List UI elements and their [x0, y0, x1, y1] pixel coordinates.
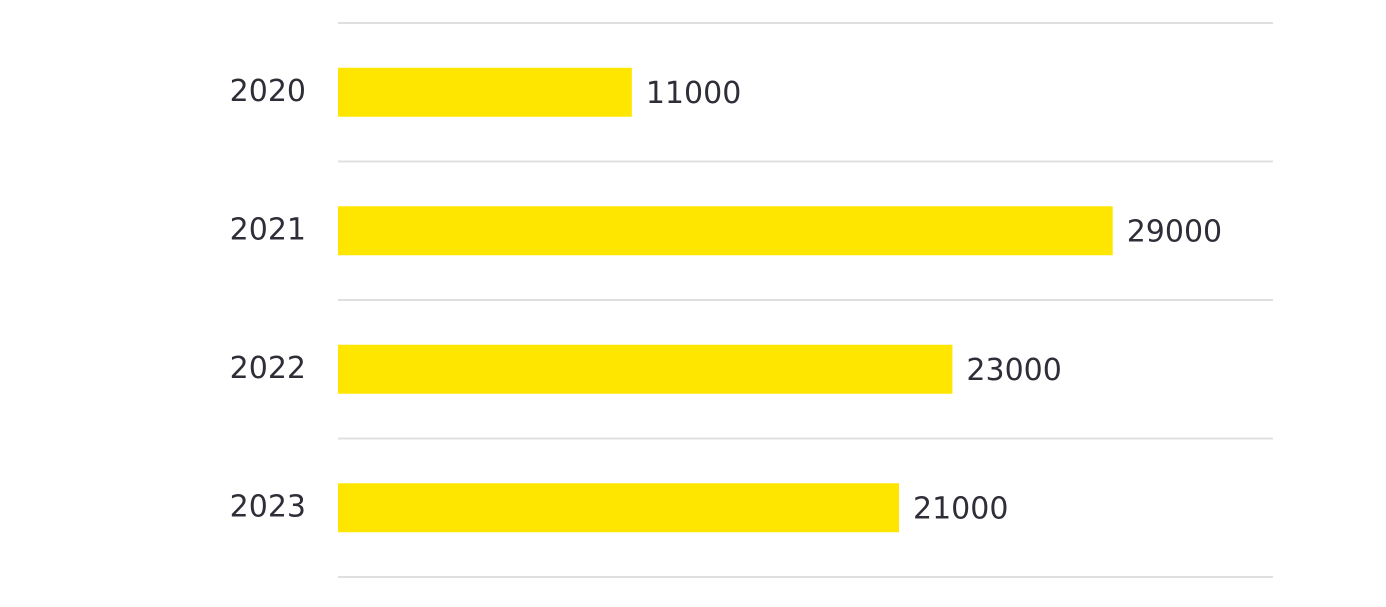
bar [338, 344, 953, 394]
value-label: 11000 [646, 76, 741, 111]
y-tick-label: 2021 [230, 212, 306, 247]
value-label: 21000 [913, 491, 1008, 526]
bar [338, 67, 632, 117]
value-label: 29000 [1127, 214, 1222, 249]
value-label: 23000 [966, 353, 1061, 388]
bar [338, 483, 899, 533]
y-tick-label: 2020 [230, 74, 306, 109]
y-tick-label: 2022 [230, 351, 306, 386]
bar [338, 206, 1113, 256]
y-tick-label: 2023 [230, 489, 306, 524]
